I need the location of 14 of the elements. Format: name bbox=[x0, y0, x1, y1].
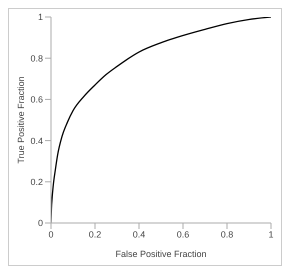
x-tick-label: 0.8 bbox=[220, 229, 234, 240]
x-tick-label: 0.2 bbox=[88, 229, 102, 240]
y-axis-title: True Positive Fraction bbox=[16, 76, 26, 164]
y-tick-label: 0 bbox=[38, 218, 43, 228]
y-tick-label: 0.8 bbox=[30, 53, 43, 64]
x-tick-label: 0 bbox=[48, 229, 54, 240]
y-tick-label: 0.2 bbox=[30, 176, 43, 187]
x-tick-label: 0.6 bbox=[176, 229, 190, 240]
y-tick-label: 1 bbox=[38, 12, 43, 22]
y-tick-label: 0.4 bbox=[30, 136, 43, 146]
x-axis-title: False Positive Fraction bbox=[115, 249, 207, 259]
x-tick-label: 0.4 bbox=[132, 229, 146, 240]
x-tick-label: 1 bbox=[268, 229, 274, 240]
y-tick-label: 0.6 bbox=[30, 94, 43, 105]
